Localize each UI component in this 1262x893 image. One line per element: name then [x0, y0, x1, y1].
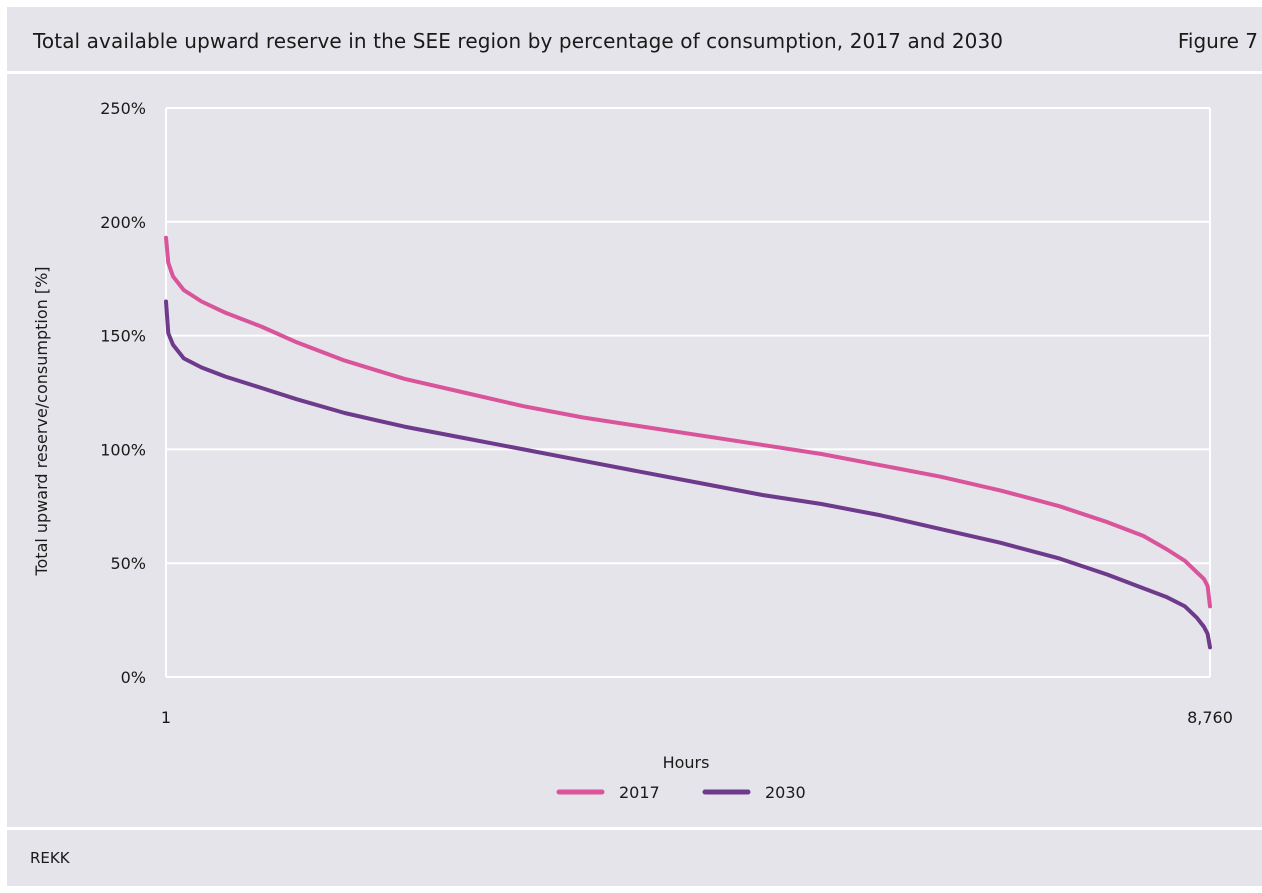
y-tick-labels: 0% 50% 100% 150% 200% 250% [100, 99, 146, 687]
series-line-2030 [164, 299, 1212, 650]
legend-label-2030: 2030 [765, 783, 806, 802]
legend: 2017 2030 [556, 783, 806, 802]
x-axis-label: Hours [663, 753, 710, 772]
chart-panel: 0% 50% 100% 150% 200% 250% 1 8,760 Total upwar… [7, 74, 1262, 827]
figure-header: Total available upward reserve in the SE… [7, 7, 1262, 71]
y-tick-label: 0% [121, 668, 146, 687]
figure-footer: REKK [7, 830, 1262, 886]
y-tick-label: 100% [100, 440, 146, 459]
gridlines [165, 107, 1211, 678]
y-tick-label: 250% [100, 99, 146, 118]
figure-label: Figure 7 [1177, 29, 1258, 53]
y-axis-label: Total upward reserve/consumption [%] [32, 266, 51, 576]
x-tick-label: 1 [161, 708, 171, 727]
source-note: REKK [30, 849, 70, 867]
y-tick-label: 50% [110, 554, 146, 573]
line-chart: 0% 50% 100% 150% 200% 250% 1 8,760 Total upwar… [32, 99, 1233, 802]
series-line-2017 [164, 235, 1212, 609]
x-tick-label: 8,760 [1187, 708, 1233, 727]
y-tick-label: 150% [100, 327, 146, 346]
series-lines [164, 235, 1212, 650]
x-tick-labels: 1 8,760 [161, 708, 1233, 727]
legend-label-2017: 2017 [619, 783, 660, 802]
y-tick-label: 200% [100, 213, 146, 232]
chart-title: Total available upward reserve in the SE… [33, 29, 1004, 53]
